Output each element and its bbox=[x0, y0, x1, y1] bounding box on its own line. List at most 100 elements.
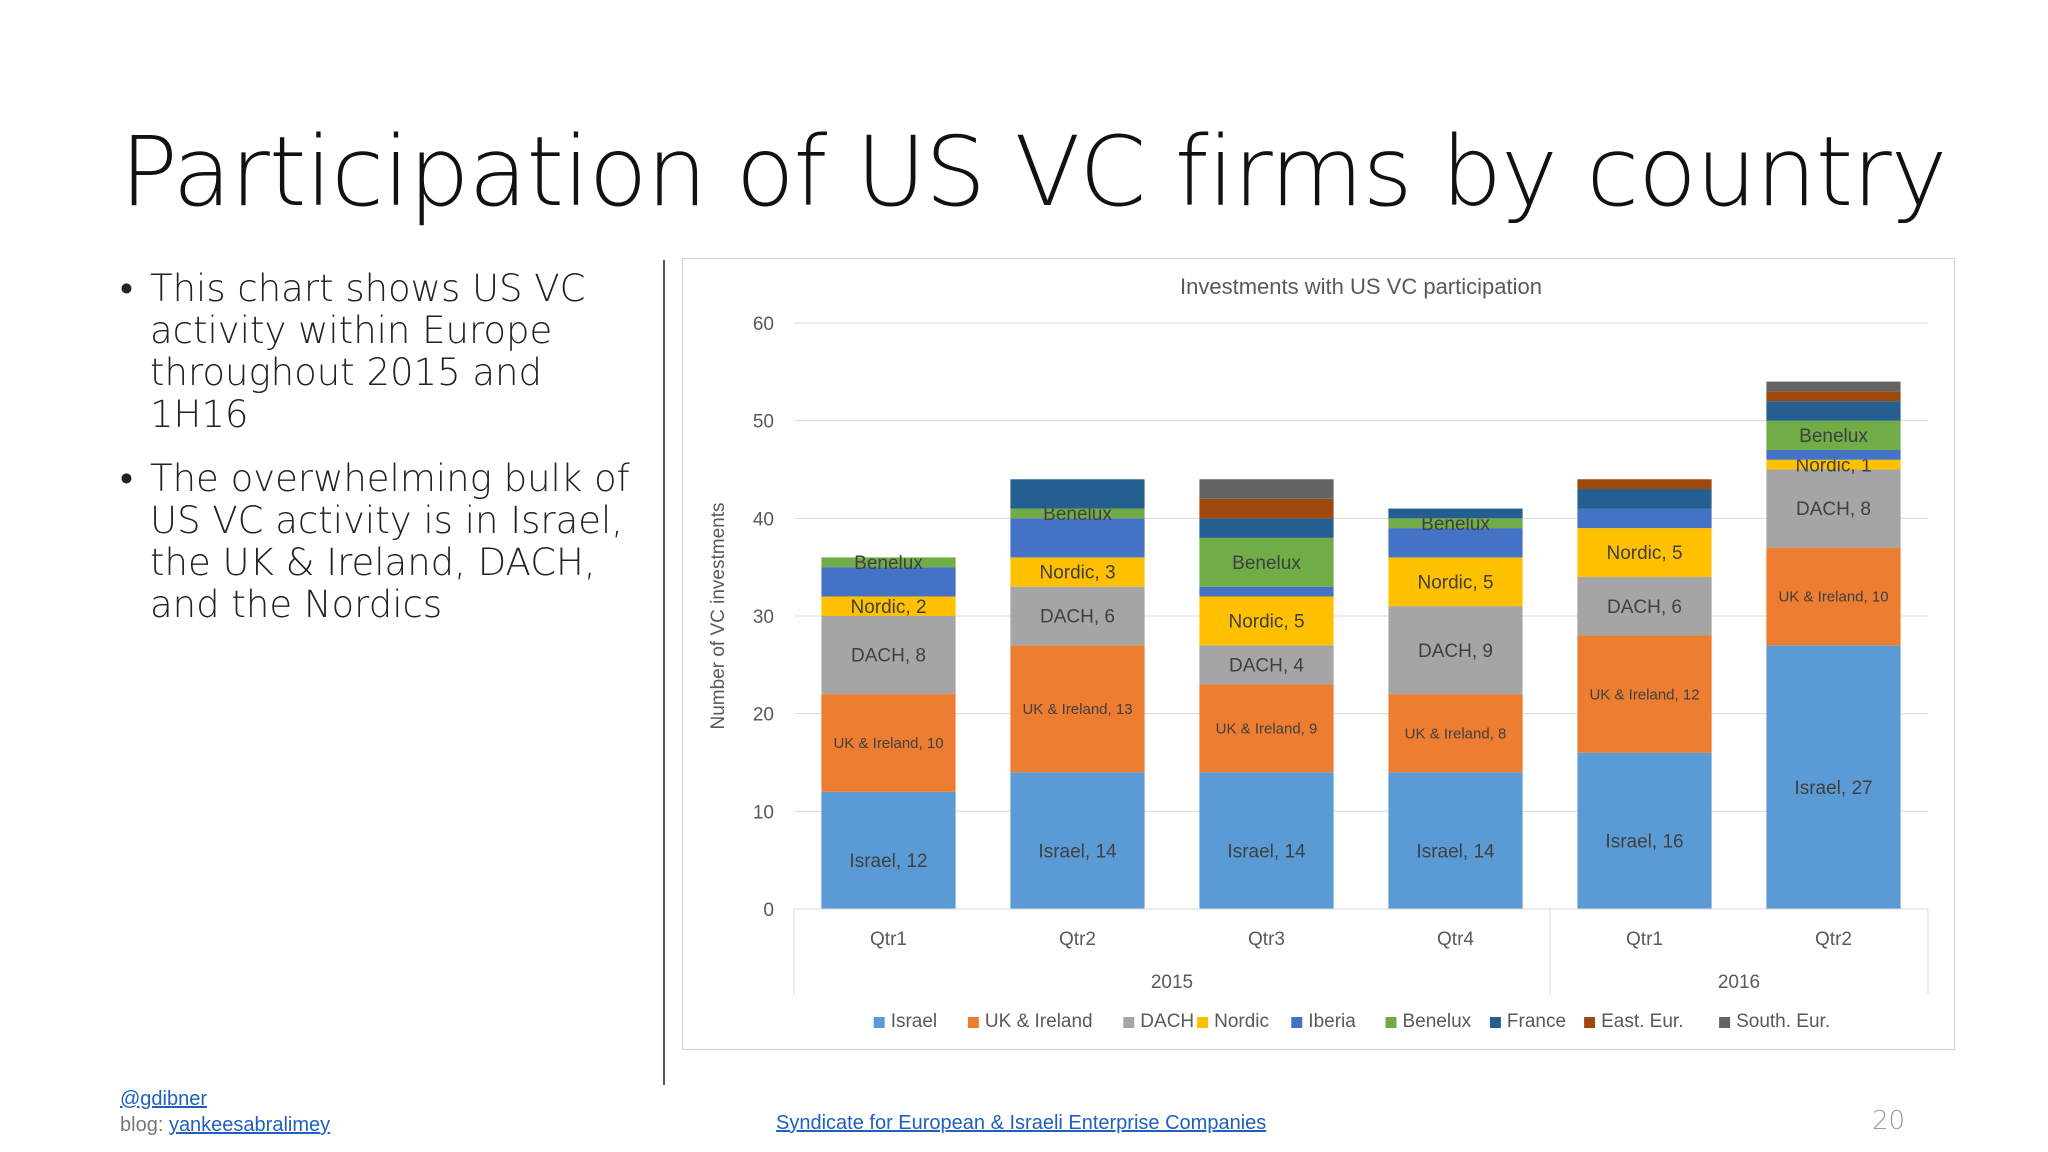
data-label: DACH, 4 bbox=[1229, 655, 1304, 676]
data-label: Nordic, 5 bbox=[1228, 612, 1304, 633]
data-label: DACH, 9 bbox=[1418, 641, 1493, 662]
blog-line: blog: yankeesabralimey bbox=[120, 1114, 330, 1137]
y-tick-label: 0 bbox=[763, 900, 774, 921]
data-label: Benelux bbox=[1799, 426, 1868, 447]
blog-link[interactable]: yankeesabralimey bbox=[168, 1114, 331, 1136]
stacked-bar-chart: Investments with US VC participation 0 10 2… bbox=[708, 274, 1929, 1032]
bar-segment bbox=[1766, 469, 1901, 548]
bar-segment bbox=[1388, 694, 1523, 773]
bar-segment bbox=[821, 616, 956, 695]
bar-segment bbox=[1766, 401, 1901, 421]
bar-segment bbox=[1010, 508, 1145, 519]
bullet-list: This chart shows US VC activity within E… bbox=[120, 268, 650, 648]
legend-swatch bbox=[1489, 1017, 1501, 1028]
y-tick-label: 10 bbox=[753, 802, 774, 823]
bar-segment bbox=[821, 791, 956, 909]
x-tick-label: Qtr2 bbox=[1815, 929, 1852, 950]
data-label: UK & Ireland, 8 bbox=[1405, 725, 1507, 742]
legend-swatch bbox=[1123, 1017, 1135, 1028]
data-label: Benelux bbox=[1232, 553, 1301, 574]
bar-segment bbox=[1199, 479, 1334, 499]
bullet-item: This chart shows US VC activity within E… bbox=[120, 268, 650, 436]
x-tick-label: Qtr1 bbox=[1626, 929, 1663, 950]
legend-swatch bbox=[967, 1017, 979, 1028]
y-tick-label: 20 bbox=[753, 705, 774, 726]
bar-segment bbox=[1199, 518, 1334, 538]
data-label: Israel, 12 bbox=[849, 851, 927, 872]
y-tick-label: 40 bbox=[753, 509, 774, 530]
bar-segment bbox=[1010, 518, 1145, 558]
legend-label: Nordic bbox=[1214, 1011, 1269, 1032]
data-label: Israel, 14 bbox=[1227, 841, 1306, 862]
data-label: Nordic, 5 bbox=[1417, 572, 1493, 593]
legend-swatch bbox=[1291, 1017, 1303, 1028]
data-label: Benelux bbox=[854, 553, 923, 574]
bar-segment bbox=[1010, 557, 1145, 587]
bar-segment bbox=[1766, 449, 1901, 460]
legend-swatch bbox=[1719, 1017, 1731, 1028]
legend-swatch bbox=[1197, 1017, 1209, 1028]
data-label: Israel, 27 bbox=[1794, 778, 1872, 799]
legend-label: UK & Ireland bbox=[985, 1011, 1093, 1032]
x-group-label: 2015 bbox=[1151, 972, 1193, 993]
bar-segment bbox=[821, 567, 956, 597]
legend-label: France bbox=[1507, 1011, 1566, 1032]
syndicate-link[interactable]: Syndicate for European & Israeli Enterpr… bbox=[776, 1112, 1267, 1134]
bar-segment bbox=[1010, 772, 1145, 909]
data-label: Benelux bbox=[1421, 514, 1490, 535]
x-tick-label: Qtr1 bbox=[870, 929, 907, 950]
data-label: UK & Ireland, 12 bbox=[1589, 686, 1699, 703]
y-tick-label: 60 bbox=[753, 314, 774, 335]
bar-segment bbox=[1199, 684, 1334, 773]
legend-label: Benelux bbox=[1403, 1011, 1472, 1032]
bar-segment bbox=[1577, 508, 1712, 529]
bar-segment bbox=[1010, 479, 1145, 509]
legend-label: Israel bbox=[891, 1011, 937, 1032]
data-label: UK & Ireland, 9 bbox=[1216, 721, 1318, 738]
bar-segment bbox=[1199, 537, 1334, 587]
bar-segment bbox=[1388, 772, 1523, 909]
data-label: Benelux bbox=[1043, 504, 1112, 525]
x-tick-label: Qtr3 bbox=[1248, 929, 1285, 950]
bar-segment bbox=[1577, 479, 1712, 490]
bar-segment bbox=[1766, 547, 1901, 646]
bar-segment bbox=[1388, 528, 1523, 558]
bar-segment bbox=[1388, 606, 1523, 695]
data-label: Israel, 16 bbox=[1605, 832, 1683, 853]
bar-segment bbox=[1199, 645, 1334, 685]
bar-segment bbox=[1577, 576, 1712, 636]
legend-label: South. Eur. bbox=[1736, 1011, 1830, 1032]
x-tick-label: Qtr2 bbox=[1059, 929, 1096, 950]
legend-label: DACH bbox=[1140, 1011, 1194, 1032]
bar-segment bbox=[1388, 518, 1523, 529]
chart-title: Investments with US VC participation bbox=[1180, 274, 1542, 299]
data-label: DACH, 8 bbox=[1796, 499, 1871, 520]
x-group-label: 2016 bbox=[1718, 972, 1760, 993]
data-label: UK & Ireland, 13 bbox=[1022, 701, 1132, 718]
legend-swatch bbox=[1584, 1017, 1596, 1028]
data-label: Nordic, 1 bbox=[1795, 455, 1871, 476]
bar-segment bbox=[821, 557, 956, 568]
slide-title: Participation of US VC firms by country bbox=[120, 116, 1947, 228]
data-label: Nordic, 2 bbox=[850, 597, 926, 618]
bar-segment bbox=[1577, 752, 1712, 909]
data-label: Israel, 14 bbox=[1038, 841, 1117, 862]
y-axis-label: Number of VC investments bbox=[708, 502, 729, 729]
bar-segment bbox=[1010, 586, 1145, 646]
bar-segment bbox=[1766, 459, 1901, 470]
chart-frame: Investments with US VC participation 0 10 2… bbox=[682, 258, 1955, 1050]
bar-segment bbox=[1010, 645, 1145, 773]
bullet-item: The overwhelming bulk of US VC activity … bbox=[120, 458, 650, 626]
legend-swatch bbox=[873, 1017, 885, 1028]
y-tick-label: 30 bbox=[753, 607, 774, 628]
bar-segment bbox=[1766, 391, 1901, 402]
data-label: DACH, 6 bbox=[1607, 597, 1682, 618]
legend-label: East. Eur. bbox=[1601, 1011, 1683, 1032]
data-label: DACH, 6 bbox=[1040, 607, 1115, 628]
bar-segment bbox=[1199, 586, 1334, 597]
twitter-handle-link[interactable]: @gdibner bbox=[120, 1088, 208, 1110]
x-tick-label: Qtr4 bbox=[1437, 929, 1474, 950]
y-tick-label: 50 bbox=[753, 412, 774, 433]
data-label: UK & Ireland, 10 bbox=[833, 735, 943, 752]
bar-segment bbox=[1577, 528, 1712, 577]
